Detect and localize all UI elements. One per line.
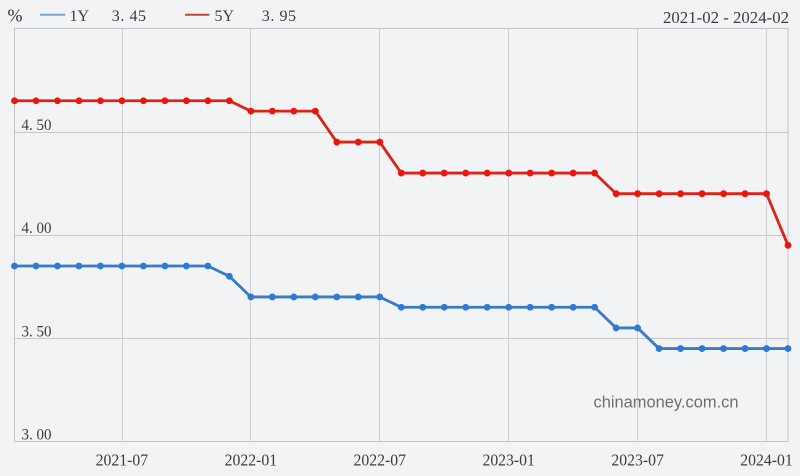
svg-text:3. 95: 3. 95: [262, 8, 297, 25]
svg-text:2022-01: 2022-01: [225, 451, 278, 470]
svg-text:2021-07: 2021-07: [96, 451, 149, 470]
svg-text:2023-01: 2023-01: [482, 451, 535, 470]
svg-text:2022-07: 2022-07: [354, 451, 407, 470]
svg-text:3. 45: 3. 45: [112, 8, 147, 25]
svg-text:1Y: 1Y: [70, 8, 90, 25]
svg-text:2024-01: 2024-01: [740, 451, 793, 470]
svg-text:2021-02 - 2024-02: 2021-02 - 2024-02: [663, 8, 789, 27]
svg-text:chinamoney.com.cn: chinamoney.com.cn: [594, 393, 739, 412]
svg-text:5Y: 5Y: [215, 8, 235, 25]
svg-text:4. 50: 4. 50: [22, 117, 52, 134]
svg-text:4. 00: 4. 00: [22, 220, 52, 237]
svg-text:3. 50: 3. 50: [22, 323, 52, 340]
svg-text:3. 00: 3. 00: [22, 427, 52, 444]
svg-text:%: %: [8, 6, 23, 26]
svg-text:2023-07: 2023-07: [611, 451, 664, 470]
